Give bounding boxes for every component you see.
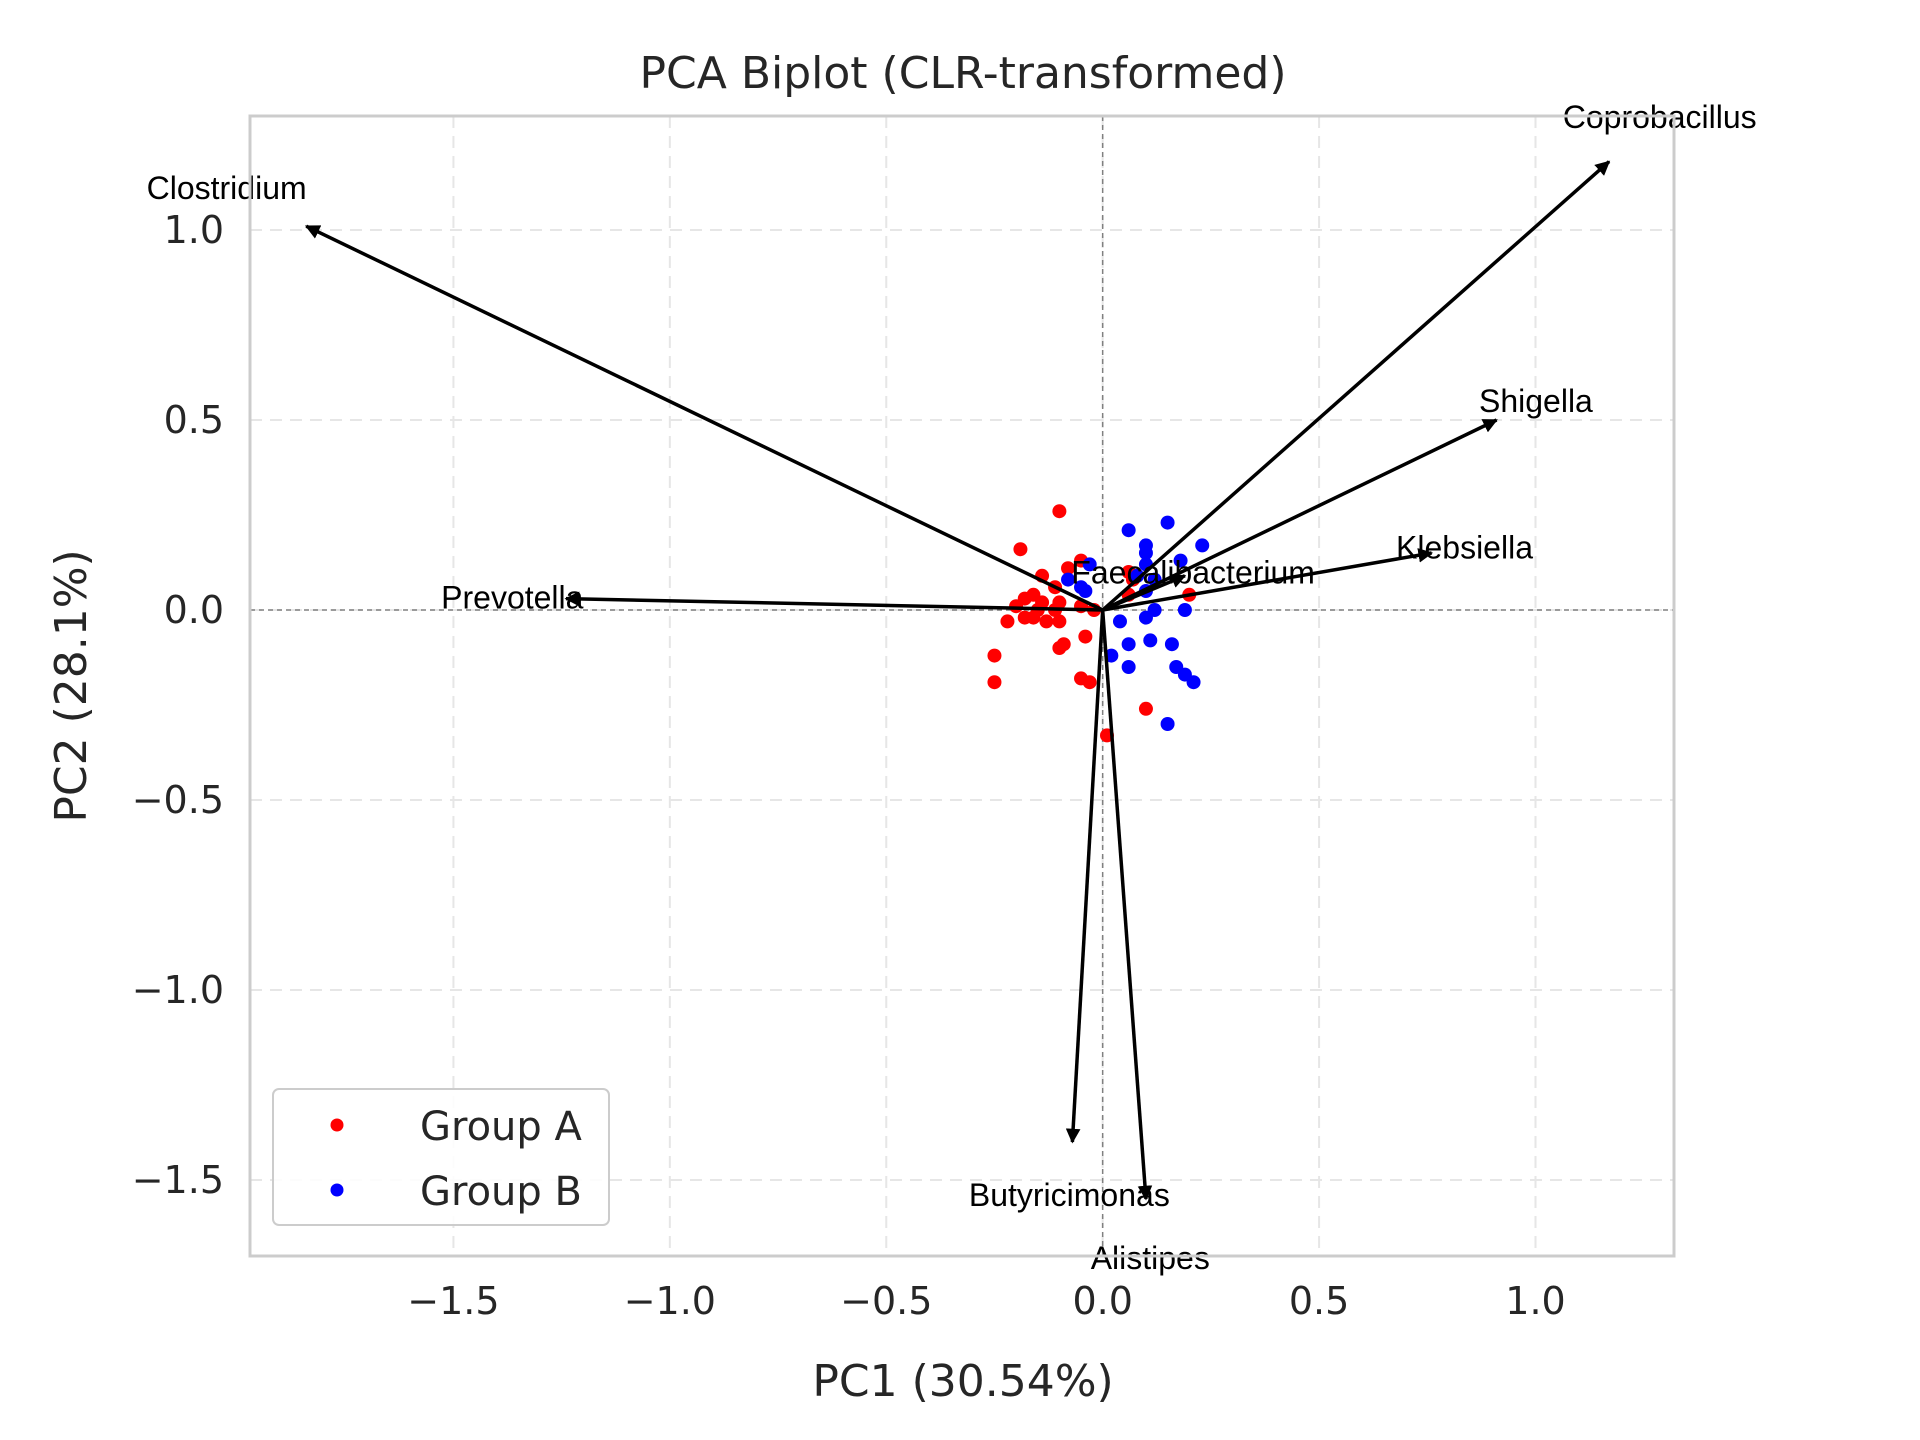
point-group-a	[1138, 701, 1153, 716]
point-group-b	[1138, 546, 1153, 560]
point-group-b	[1164, 637, 1179, 652]
loading-label-shigella: Shigella	[1479, 383, 1593, 419]
loading-arrow-shigella	[1101, 418, 1498, 612]
loading-label-butyricimonas: Butyricimonas	[969, 1177, 1170, 1213]
point-group-b	[1121, 637, 1136, 652]
point-group-b	[1195, 538, 1210, 553]
x-axis-title: PC1 (30.54%)	[812, 1356, 1113, 1407]
x-tick-label: 1.0	[1505, 1279, 1565, 1323]
loading-arrows	[304, 160, 1611, 1201]
legend-label-group-b: Group B	[420, 1169, 582, 1215]
y-tick-label: 0.5	[164, 398, 224, 442]
point-group-a	[1061, 561, 1076, 576]
legend-label-group-a: Group A	[420, 1104, 582, 1150]
point-group-b	[1138, 610, 1153, 625]
zero-reference-lines	[250, 116, 1674, 1256]
point-group-b	[1177, 603, 1192, 617]
y-tick-label: −0.5	[132, 778, 224, 822]
point-group-b	[1143, 633, 1158, 648]
point-group-b	[1186, 675, 1201, 690]
loading-label-alistipes: Alistipes	[1091, 1240, 1210, 1276]
y-tick-label: −1.5	[132, 1158, 224, 1202]
tick-labels: −1.5 −1.0 −0.5 0.0 0.5 1.0 −1.5 −1.0 −0.5 0.0 0.5 1…	[132, 208, 1566, 1323]
point-group-a	[987, 648, 1002, 663]
legend-box	[272, 1088, 610, 1226]
loading-arrow-alistipes	[1100, 609, 1153, 1201]
loading-label-klebsiella: Klebsiella	[1396, 529, 1533, 565]
y-tick-label: −1.0	[132, 968, 224, 1012]
loading-arrow-prevotella	[564, 591, 1103, 612]
point-group-a	[1039, 614, 1054, 629]
point-group-b	[1173, 553, 1188, 568]
point-group-b	[1160, 515, 1175, 530]
point-group-b	[1160, 717, 1175, 731]
chart-title: PCA Biplot (CLR-transformed)	[639, 48, 1286, 99]
point-group-a	[1078, 629, 1093, 644]
loading-arrow-faecalibacterium	[1101, 574, 1187, 612]
loading-arrow-butyricimonas	[1065, 609, 1105, 1144]
point-group-b	[1061, 572, 1076, 587]
x-tick-label: −1.5	[407, 1279, 499, 1323]
point-group-b	[1121, 523, 1136, 538]
legend-marker-group-b	[330, 1183, 344, 1197]
loading-arrow-klebsiella	[1102, 548, 1434, 612]
point-group-a	[1026, 610, 1041, 625]
point-group-a	[1013, 542, 1028, 557]
point-group-b	[1078, 584, 1093, 598]
y-axis-title: PC2 (28.1%)	[46, 549, 97, 822]
y-tick-label: 0.0	[164, 588, 224, 632]
plot-frame	[248, 114, 1676, 1258]
x-tick-label: 0.5	[1289, 1279, 1349, 1323]
point-group-b	[1082, 557, 1097, 572]
point-group-a	[987, 675, 1002, 690]
point-group-a	[1056, 637, 1071, 652]
point-group-a	[1082, 675, 1097, 690]
x-tick-label: −0.5	[840, 1279, 932, 1323]
loading-arrow-coprobacillus	[1101, 160, 1611, 612]
y-tick-label: 1.0	[164, 208, 224, 252]
loading-label-prevotella: Prevotella	[441, 579, 584, 615]
loading-label-clostridium: Clostridium	[147, 170, 307, 206]
point-group-a	[1000, 614, 1015, 629]
point-group-b	[1130, 568, 1145, 583]
point-group-a	[1009, 599, 1024, 614]
point-group-b	[1112, 614, 1127, 629]
point-group-a	[1052, 614, 1067, 629]
legend-marker-group-a	[330, 1118, 344, 1132]
x-tick-label: 0.0	[1072, 1279, 1132, 1323]
loading-arrow-clostridium	[304, 224, 1104, 612]
point-group-b	[1121, 660, 1136, 674]
loading-label-faecalibacterium: Faecalibacterium	[1071, 554, 1315, 590]
legend: Group A Group B	[272, 1088, 610, 1226]
x-tick-label: −1.0	[624, 1279, 716, 1323]
point-group-a	[1052, 504, 1067, 519]
loading-labels: ClostridiumCoprobacillusShigellaKlebsiel…	[147, 99, 1757, 1276]
